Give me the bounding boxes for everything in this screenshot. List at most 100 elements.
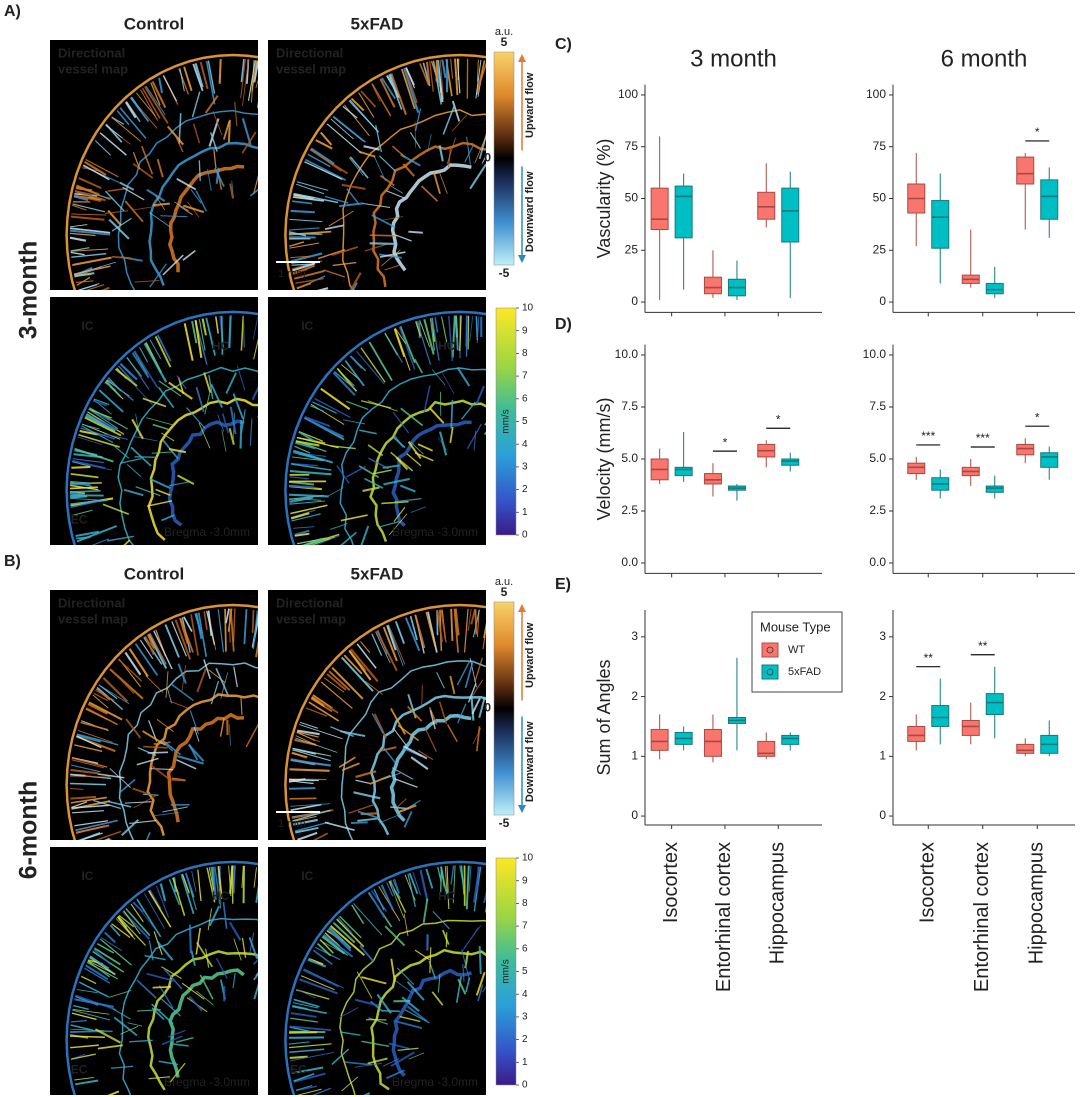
vessel bbox=[464, 145, 474, 163]
vessel bbox=[431, 317, 440, 361]
image-title: vessel map bbox=[276, 611, 346, 626]
vessel bbox=[290, 209, 315, 214]
vessel bbox=[132, 435, 158, 442]
vessel bbox=[479, 61, 486, 84]
vessel bbox=[160, 215, 188, 218]
panel-label: B) bbox=[4, 553, 21, 570]
box bbox=[931, 200, 950, 249]
vessel bbox=[463, 608, 469, 653]
vessel bbox=[290, 463, 332, 471]
vessel bbox=[361, 976, 387, 985]
vessel bbox=[144, 893, 165, 929]
vessel bbox=[439, 59, 444, 100]
vessel bbox=[161, 514, 175, 522]
vessel bbox=[161, 966, 182, 980]
vessel bbox=[211, 866, 216, 898]
vessel-image bbox=[284, 310, 486, 545]
vessel bbox=[339, 919, 486, 1095]
vessel bbox=[446, 865, 450, 910]
significance-label: *** bbox=[976, 431, 990, 445]
vessel bbox=[123, 539, 131, 545]
vessel bbox=[75, 824, 110, 834]
legend-title: Mouse Type bbox=[760, 619, 831, 634]
vessel bbox=[71, 1012, 97, 1021]
vessel bbox=[206, 867, 216, 903]
vessel bbox=[84, 967, 111, 984]
column-title: Control bbox=[124, 14, 184, 33]
y-tick-label: 1 bbox=[631, 748, 638, 762]
vessel bbox=[437, 973, 441, 993]
vessel bbox=[369, 242, 398, 246]
vessel bbox=[251, 609, 255, 633]
vessel bbox=[388, 881, 405, 919]
vessel bbox=[323, 677, 345, 693]
vessel bbox=[112, 1008, 131, 1020]
vessel bbox=[450, 58, 454, 79]
vessel bbox=[74, 261, 116, 276]
vessel bbox=[355, 770, 377, 779]
vessel bbox=[372, 141, 486, 287]
vessel bbox=[339, 367, 486, 545]
y-tick-label: 25 bbox=[873, 242, 887, 256]
vessel bbox=[205, 317, 216, 356]
vessel bbox=[379, 251, 406, 258]
box bbox=[781, 187, 800, 243]
vessel bbox=[466, 423, 482, 450]
vessel bbox=[73, 1004, 89, 1011]
vessel bbox=[292, 1002, 319, 1009]
vessel bbox=[168, 381, 193, 400]
vessel bbox=[478, 945, 482, 975]
vessel bbox=[145, 85, 166, 116]
vessel bbox=[218, 59, 222, 84]
vessel bbox=[348, 649, 372, 681]
vessel bbox=[448, 315, 454, 362]
vessel bbox=[389, 185, 404, 194]
vessel bbox=[294, 270, 325, 280]
image-title: Directional bbox=[58, 595, 125, 610]
vessel bbox=[340, 514, 368, 522]
vessel bbox=[158, 77, 164, 94]
vessel bbox=[289, 768, 330, 772]
vessel bbox=[153, 630, 173, 670]
vessel bbox=[341, 183, 366, 190]
vessel bbox=[157, 334, 172, 362]
box bbox=[985, 485, 1004, 493]
vessel bbox=[79, 430, 99, 436]
vessel bbox=[94, 830, 122, 840]
vessel bbox=[81, 425, 114, 443]
colorbar-tick-label: 1 bbox=[522, 507, 528, 518]
vessel bbox=[386, 190, 406, 199]
vessel bbox=[488, 944, 493, 962]
vessel bbox=[388, 624, 406, 665]
vessel bbox=[340, 531, 357, 545]
box bbox=[650, 728, 669, 751]
vessel bbox=[71, 804, 110, 809]
vessel bbox=[409, 132, 422, 149]
vessel bbox=[288, 227, 320, 231]
vessel bbox=[299, 978, 338, 995]
box bbox=[781, 458, 800, 466]
vessel bbox=[101, 286, 110, 290]
vessel bbox=[199, 974, 214, 1000]
vessel bbox=[475, 59, 482, 99]
vessel bbox=[292, 268, 308, 274]
vessel bbox=[151, 451, 174, 454]
vessel bbox=[438, 701, 448, 725]
vessel bbox=[293, 998, 320, 1008]
legend-key bbox=[761, 642, 779, 658]
vessel bbox=[76, 525, 118, 543]
vessel bbox=[179, 205, 193, 216]
region-label: HC bbox=[212, 889, 230, 903]
vessel bbox=[290, 504, 328, 515]
vessel bbox=[378, 253, 402, 259]
vessel bbox=[341, 1076, 359, 1092]
vessel bbox=[296, 282, 312, 290]
vessel bbox=[292, 815, 317, 823]
vessel bbox=[473, 430, 477, 451]
vessel bbox=[454, 608, 460, 636]
vessel bbox=[86, 413, 109, 429]
vessel bbox=[152, 985, 172, 989]
colorbar-tick-label: 4 bbox=[522, 439, 528, 450]
vessel bbox=[298, 431, 315, 442]
vessel bbox=[311, 1087, 331, 1095]
